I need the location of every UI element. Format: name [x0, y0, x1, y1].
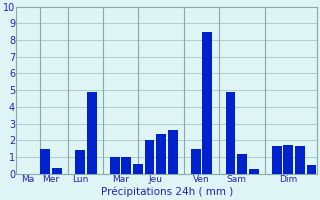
Bar: [284, 145, 293, 174]
Bar: [307, 165, 316, 174]
Bar: [156, 134, 166, 174]
Bar: [191, 149, 201, 174]
Bar: [145, 140, 154, 174]
Bar: [40, 149, 50, 174]
Bar: [272, 146, 282, 174]
Bar: [237, 154, 247, 174]
Bar: [75, 150, 85, 174]
Bar: [168, 130, 178, 174]
Bar: [121, 157, 131, 174]
Bar: [52, 168, 62, 174]
Bar: [87, 92, 97, 174]
Bar: [295, 146, 305, 174]
X-axis label: Précipitations 24h ( mm ): Précipitations 24h ( mm ): [101, 187, 233, 197]
Bar: [133, 164, 143, 174]
Bar: [110, 157, 120, 174]
Bar: [226, 92, 236, 174]
Bar: [249, 169, 259, 174]
Bar: [202, 32, 212, 174]
